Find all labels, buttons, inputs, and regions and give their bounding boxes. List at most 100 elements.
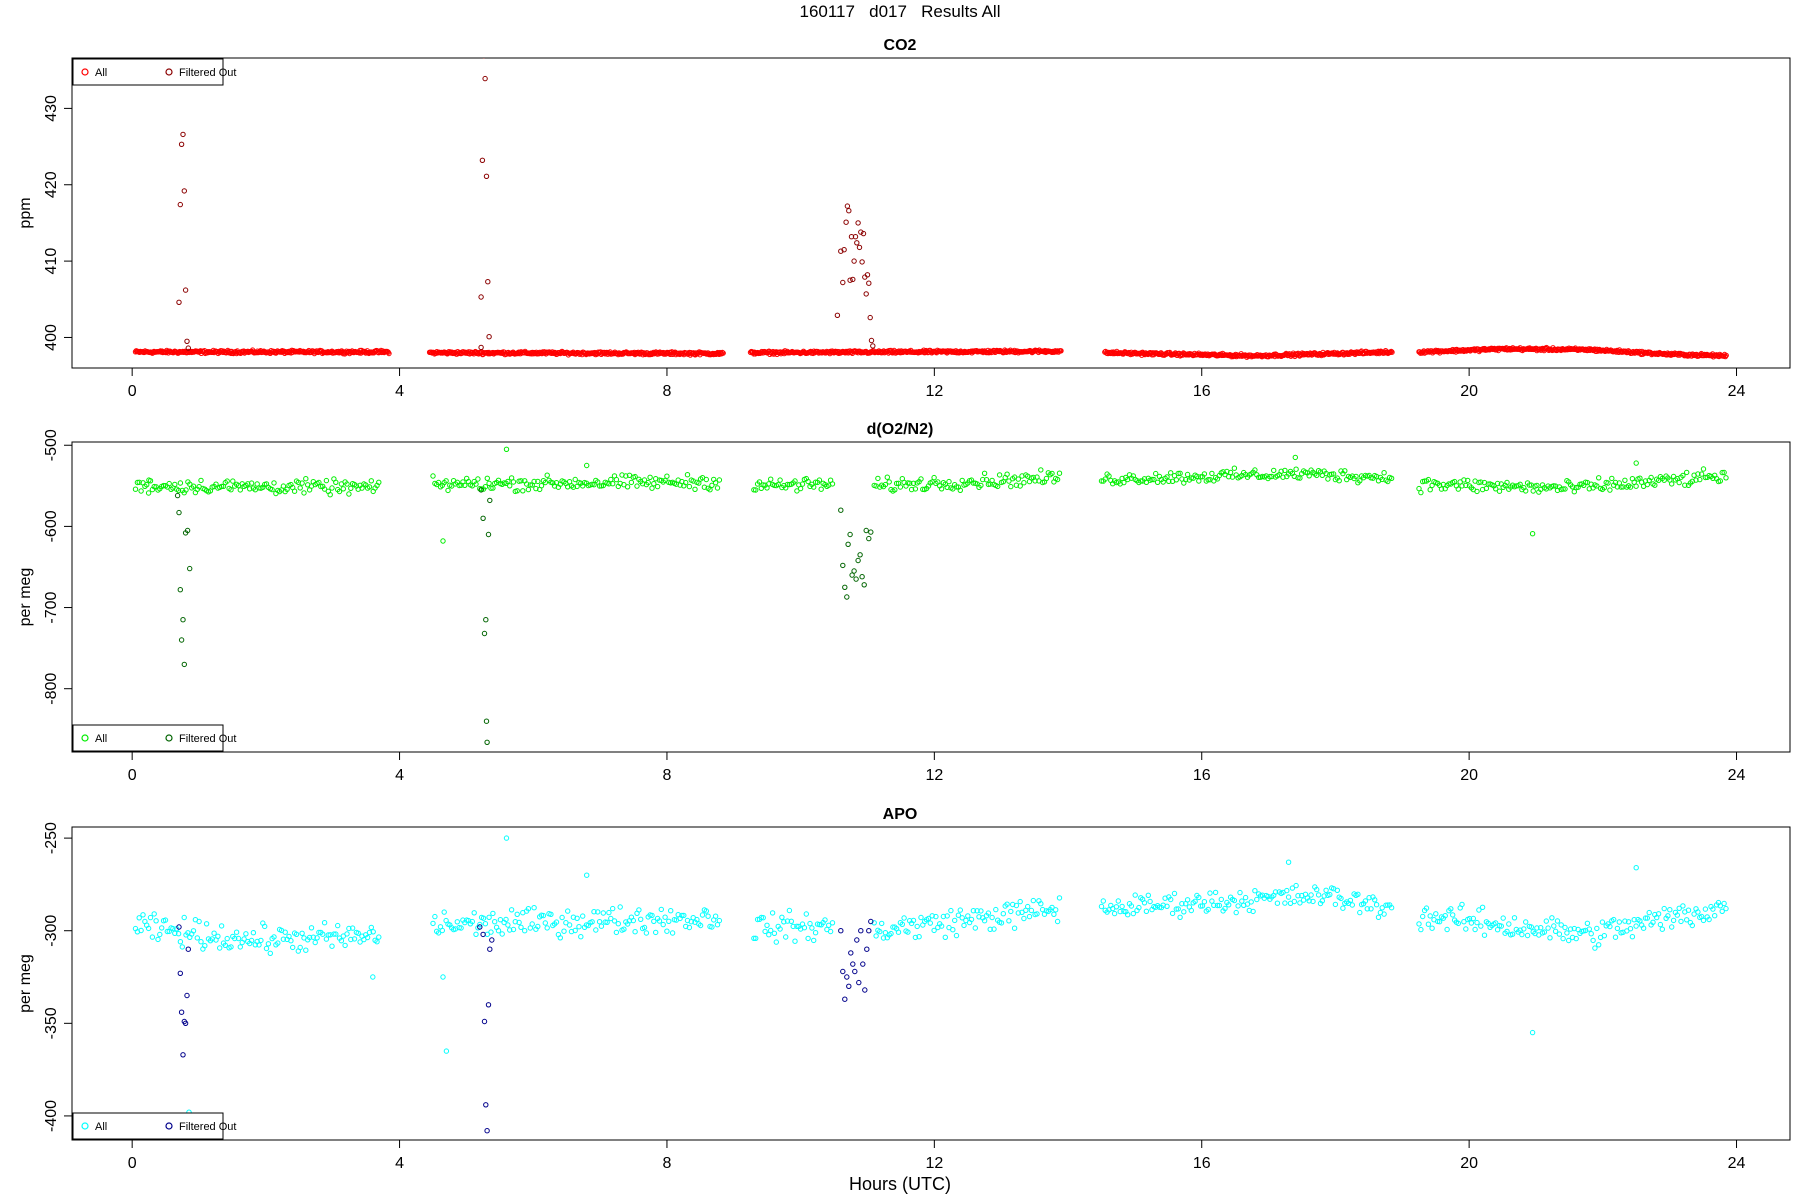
data-point <box>327 932 333 938</box>
filtered-point <box>178 141 185 148</box>
data-point <box>611 918 618 924</box>
data-point <box>596 483 603 489</box>
data-point <box>790 923 796 930</box>
data-point <box>1680 472 1686 479</box>
data-point <box>1008 908 1014 915</box>
data-point <box>1237 889 1243 896</box>
data-point <box>1252 888 1258 894</box>
data-point <box>1008 483 1014 490</box>
data-point <box>995 483 1001 490</box>
x-tick-label: 24 <box>1728 383 1746 400</box>
data-point <box>606 481 612 487</box>
data-point <box>647 474 653 480</box>
data-point <box>535 478 541 485</box>
data-point <box>779 914 785 920</box>
data-point <box>1293 466 1299 472</box>
data-point <box>931 474 937 481</box>
data-point <box>598 923 605 929</box>
data-point <box>980 476 986 483</box>
filtered-point <box>178 637 185 643</box>
data-point <box>376 479 382 485</box>
data-point <box>1551 923 1557 929</box>
data-point <box>1611 916 1617 923</box>
data-point <box>1474 919 1480 926</box>
data-point <box>1612 479 1619 486</box>
data-point <box>653 929 659 936</box>
filtered-point <box>862 987 868 993</box>
data-point <box>1682 482 1688 488</box>
filtered-point <box>845 541 851 547</box>
data-point <box>1472 926 1478 933</box>
data-point <box>258 937 264 944</box>
data-point <box>1034 911 1040 917</box>
data-point <box>944 484 950 490</box>
data-point <box>794 488 800 494</box>
legend-box <box>72 1112 224 1140</box>
legend-marker-filtered <box>165 1122 173 1130</box>
data-point <box>237 487 244 493</box>
data-point <box>1242 894 1249 901</box>
data-point <box>1569 484 1576 490</box>
data-point <box>1554 918 1561 924</box>
data-point <box>297 944 303 951</box>
data-point <box>368 478 374 484</box>
filtered-point <box>855 220 861 226</box>
data-point <box>933 913 939 920</box>
filtered-point <box>185 946 192 952</box>
data-point <box>430 920 436 927</box>
data-point <box>753 487 759 493</box>
data-point <box>591 482 597 488</box>
data-point <box>1560 935 1566 942</box>
data-point <box>151 483 157 490</box>
data-point <box>1183 476 1189 483</box>
data-point <box>803 911 809 917</box>
data-point <box>1338 895 1344 902</box>
data-point <box>243 931 249 937</box>
data-point <box>809 925 815 931</box>
data-point <box>660 921 666 928</box>
data-point <box>1285 894 1292 900</box>
data-point <box>1676 479 1682 486</box>
data-point <box>531 478 537 485</box>
filtered-point <box>484 739 490 745</box>
data-point <box>1697 476 1703 483</box>
data-point <box>1528 924 1535 930</box>
filtered-point <box>848 950 854 956</box>
data-point <box>705 913 711 919</box>
data-point <box>340 486 346 492</box>
data-point <box>584 462 590 469</box>
data-point <box>1418 926 1424 933</box>
data-point <box>507 927 513 933</box>
data-point <box>788 918 794 924</box>
data-point <box>445 487 451 494</box>
data-point <box>1594 925 1600 932</box>
data-point <box>1226 474 1232 480</box>
data-point <box>1214 902 1221 909</box>
data-point <box>753 935 759 941</box>
filtered-point <box>863 291 869 297</box>
filtered-point <box>184 338 190 344</box>
legend-label-all: All <box>95 67 107 79</box>
filtered-point <box>867 314 873 321</box>
filtered-point <box>481 1018 488 1025</box>
y-tick-label: -500 <box>43 429 60 461</box>
filtered-point <box>868 918 874 925</box>
data-point <box>942 934 948 940</box>
filtered-point <box>180 1052 186 1058</box>
data-point <box>1629 934 1636 940</box>
data-point <box>1115 898 1122 904</box>
data-point <box>1196 478 1202 484</box>
data-point <box>1609 475 1615 482</box>
data-point <box>751 935 757 941</box>
filtered-point <box>176 509 182 516</box>
filtered-point <box>846 983 852 989</box>
filtered-point <box>842 584 848 590</box>
filtered-point <box>870 343 876 349</box>
data-point <box>786 907 793 914</box>
data-point <box>179 944 186 950</box>
x-tick-label: 24 <box>1728 1155 1746 1172</box>
data-point <box>1054 918 1061 925</box>
data-point <box>1676 905 1682 911</box>
data-point <box>621 926 627 932</box>
data-point <box>961 922 967 929</box>
